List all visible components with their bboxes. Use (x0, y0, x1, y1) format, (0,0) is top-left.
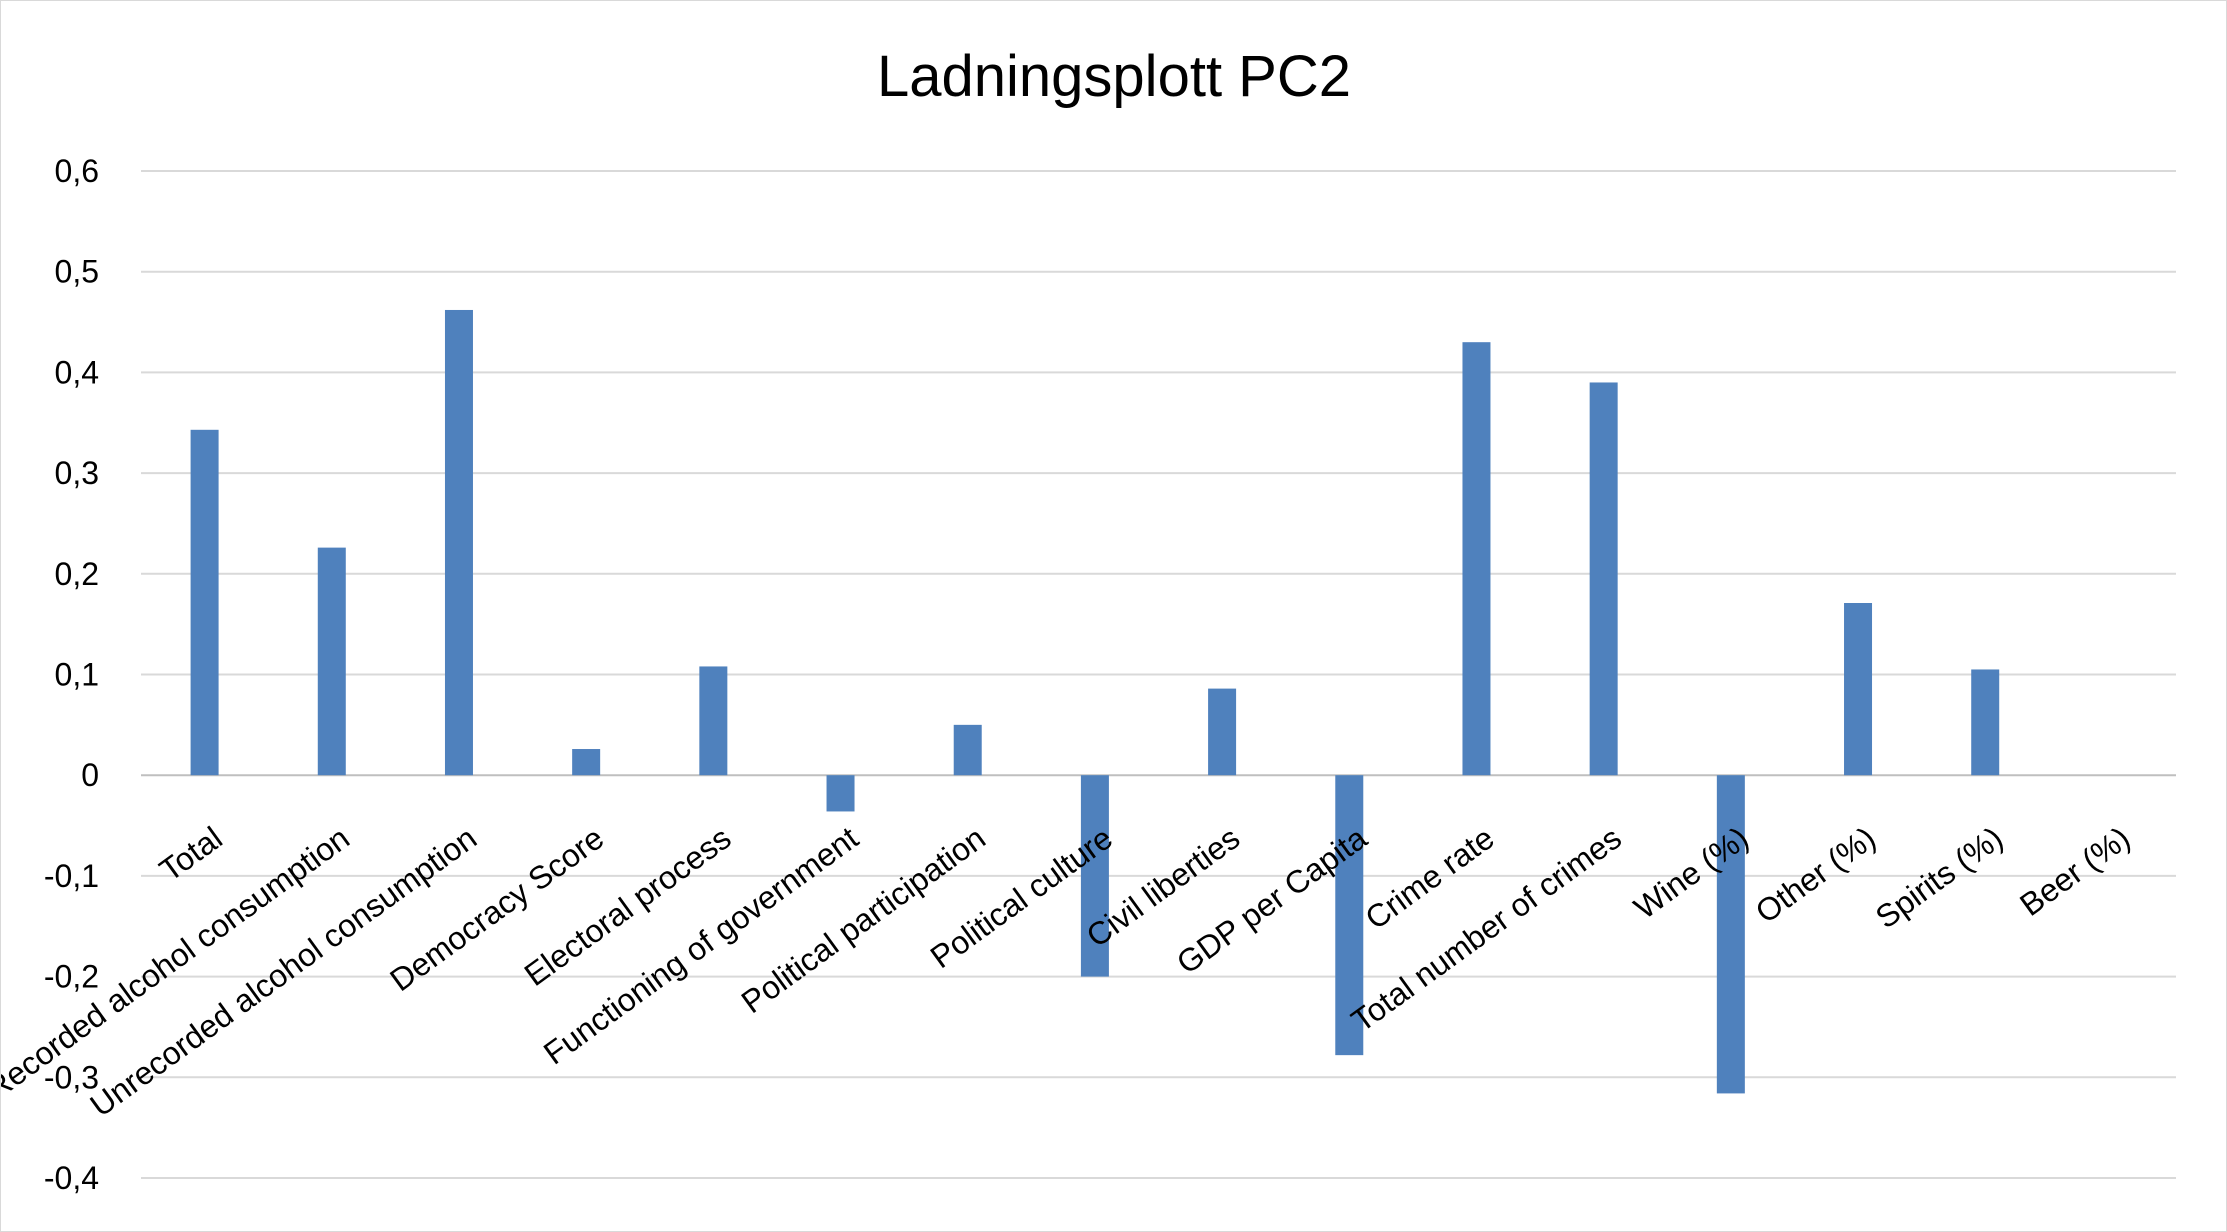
bar (1208, 689, 1236, 776)
y-tick-label: 0,5 (55, 254, 99, 290)
bar (318, 548, 346, 776)
y-tick-label: 0,6 (55, 153, 99, 189)
y-tick-label: 0,1 (55, 657, 99, 693)
bar (191, 430, 219, 775)
y-tick-label: 0,4 (55, 354, 99, 390)
y-tick-label: -0,2 (44, 959, 99, 995)
category-label: Electoral process (518, 820, 738, 993)
bar (1844, 603, 1872, 775)
bar (827, 775, 855, 811)
y-tick-label: 0,2 (55, 556, 99, 592)
bar (699, 666, 727, 775)
bar (445, 310, 473, 775)
category-label: Spirits (%) (1869, 820, 2010, 936)
bar (572, 749, 600, 775)
bar (1971, 669, 1999, 775)
bar (1462, 342, 1490, 775)
category-label: Beer (%) (2013, 820, 2136, 923)
y-tick-label: -0,4 (44, 1160, 99, 1196)
y-tick-label: 0,3 (55, 455, 99, 491)
category-label: Democracy Score (383, 820, 610, 999)
category-label: Other (%) (1749, 820, 1882, 931)
category-label: Total (153, 820, 229, 889)
y-tick-label: -0,1 (44, 858, 99, 894)
bar (954, 725, 982, 775)
bar (1590, 382, 1618, 775)
chart-title: Ladningsplott PC2 (877, 44, 1351, 109)
y-tick-label: 0 (81, 757, 99, 793)
